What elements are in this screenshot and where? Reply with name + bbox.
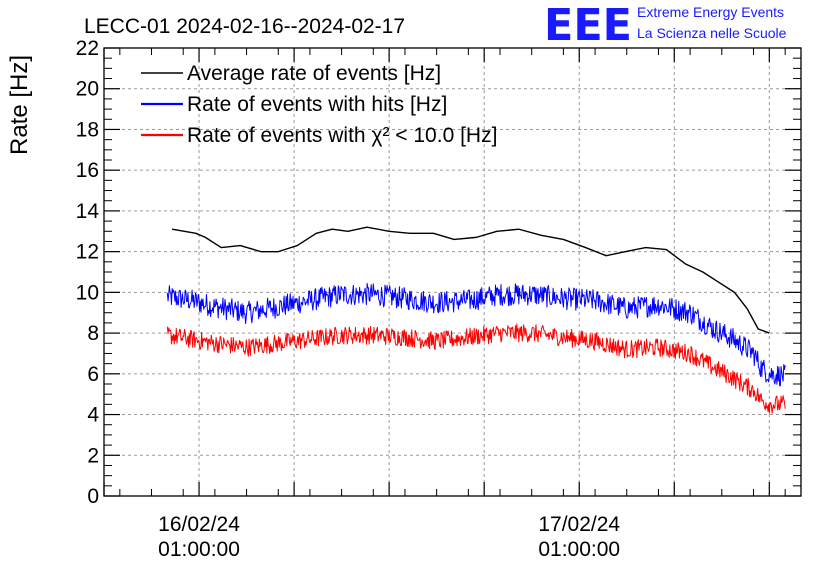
eee-logo-mark: EEE (544, 0, 632, 51)
y-tick-label: 22 (76, 37, 99, 60)
y-axis-label: Rate [Hz] (6, 55, 33, 155)
eee-logo-line2: La Scienza nelle Scuole (637, 25, 787, 41)
y-tick-label: 2 (87, 444, 99, 467)
legend-entry-2: Rate of events with χ² < 10.0 [Hz] (187, 124, 497, 147)
y-tick-label: 0 (87, 485, 99, 508)
legend-entry-1: Rate of events with hits [Hz] (187, 93, 447, 116)
series-line-0 (172, 226, 770, 334)
y-tick-label: 14 (76, 200, 100, 223)
y-tick-label: 20 (76, 78, 99, 101)
y-tick-label: 6 (87, 363, 99, 386)
y-tick-label: 16 (76, 159, 99, 182)
chart-title: LECC-01 2024-02-16--2024-02-17 (84, 15, 405, 38)
series-line-2 (166, 323, 786, 414)
grid-lines (104, 48, 801, 496)
y-tick-label: 8 (87, 322, 99, 345)
y-tick-label: 4 (87, 404, 99, 427)
x-tick-label-date: 17/02/24 (538, 513, 620, 536)
series-layer (166, 226, 786, 414)
series-line-1 (166, 282, 786, 387)
eee-logo-line1: Extreme Energy Events (637, 4, 784, 20)
x-tick-label-time: 01:00:00 (158, 538, 240, 561)
legend-entry-0: Average rate of events [Hz] (187, 62, 441, 85)
x-tick-label-date: 16/02/24 (158, 513, 240, 536)
x-tick-label-time: 01:00:00 (538, 538, 620, 561)
y-tick-label: 18 (76, 118, 99, 141)
y-tick-label: 10 (76, 281, 99, 304)
eee-logo: EEE Extreme Energy Events La Scienza nel… (544, 0, 787, 51)
y-tick-label: 12 (76, 241, 99, 264)
legend: Average rate of events [Hz] Rate of event… (141, 62, 497, 147)
axes: 024681012141618202216/02/2401:00:0017/02… (76, 37, 801, 561)
